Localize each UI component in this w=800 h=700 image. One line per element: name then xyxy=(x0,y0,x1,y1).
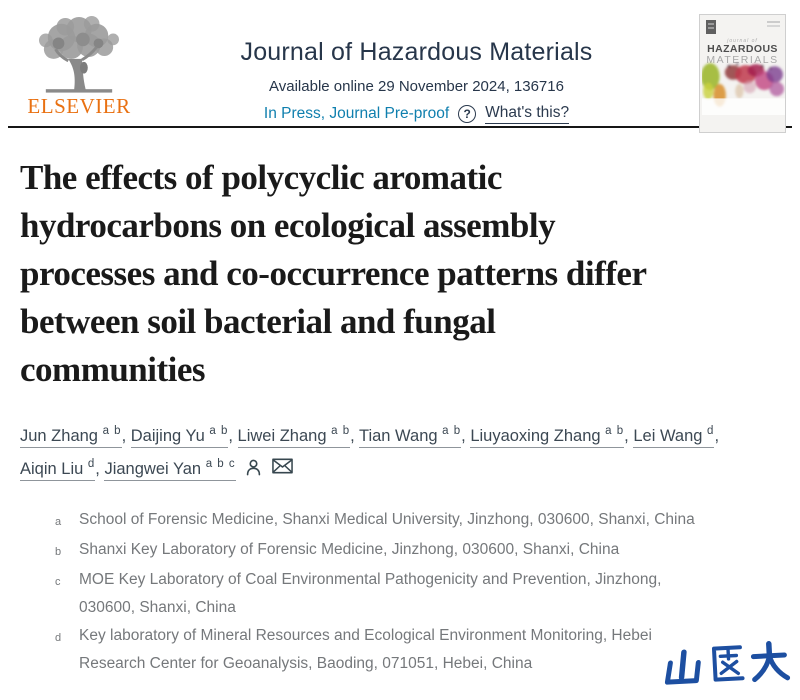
journal-title-link[interactable]: Journal of Hazardous Materials xyxy=(240,38,593,66)
author-affiliation-sup: d xyxy=(87,458,96,470)
author-name: Tian Wang xyxy=(358,427,438,445)
elsevier-wordmark: ELSEVIER xyxy=(27,94,131,118)
author-link[interactable]: Daijing Yu a b xyxy=(130,425,229,448)
cover-watercolor-world-map xyxy=(702,63,785,115)
corresponding-author-icons xyxy=(244,458,293,477)
author-name: Liuyaoxing Zhang xyxy=(470,427,601,445)
article-title-line: processes and co-occurrence patterns dif… xyxy=(20,254,647,293)
affiliation-row: c MOE Key Laboratory of Coal Environmenta… xyxy=(55,566,780,622)
author-list: Jun Zhang a b, Daijing Yu a b, Liwei Zha… xyxy=(20,420,780,486)
affiliation-text-line: Research Center for Geoanalysis, Baoding… xyxy=(79,655,533,672)
cover-title-materials: MATERIALS xyxy=(706,54,779,66)
article-title: The effects of polycyclic aromatic hydroc… xyxy=(20,154,780,394)
envelope-icon[interactable] xyxy=(271,458,293,474)
author-affiliation-sup: a b xyxy=(209,425,229,437)
author-separator: , xyxy=(228,427,238,445)
author-affiliation-sup: a b xyxy=(102,425,122,437)
affiliation-list: a School of Forensic Medicine, Shanxi Med… xyxy=(55,506,780,678)
author-link[interactable]: Jun Zhang a b xyxy=(20,425,122,448)
author-separator: , xyxy=(350,427,359,445)
author-separator: , xyxy=(461,427,471,445)
journal-header-info: Journal of Hazardous Materials Available… xyxy=(140,14,693,124)
journal-cover-thumbnail[interactable]: journal of HAZARDOUS MATERIALS xyxy=(699,14,786,133)
article-title-line: hydrocarbons on ecological assembly xyxy=(20,206,556,245)
affiliation-text: Key laboratory of Mineral Resources and … xyxy=(79,622,780,678)
affiliation-label: d xyxy=(55,632,62,644)
author-affiliation-sup: a b xyxy=(442,425,462,437)
author-link[interactable]: Jiangwei Yan a b c xyxy=(104,458,236,481)
author-name: Jun Zhang xyxy=(20,427,98,445)
affiliation-text-line: School of Forensic Medicine, Shanxi Medi… xyxy=(79,511,695,528)
affiliation-text: MOE Key Laboratory of Coal Environmental… xyxy=(79,566,780,622)
cover-volume-text-placeholder xyxy=(767,21,780,23)
author-separator: , xyxy=(95,460,105,478)
author-separator: , xyxy=(714,427,720,445)
elsevier-tree-icon xyxy=(39,16,119,93)
affiliation-label: a xyxy=(55,516,62,528)
header-divider xyxy=(8,126,792,128)
author-name: Jiangwei Yan xyxy=(104,460,202,478)
article-title-line: The effects of polycyclic aromatic xyxy=(20,158,502,197)
author-name: Lei Wang xyxy=(633,427,703,445)
watermark-shanyida xyxy=(664,641,791,685)
author-separator: , xyxy=(624,427,634,445)
author-affiliation-sup: a b xyxy=(331,425,351,437)
article-title-line: between soil bacterial and fungal xyxy=(20,302,496,341)
question-circle-icon[interactable]: ? xyxy=(458,105,477,123)
affiliation-text: Shanxi Key Laboratory of Forensic Medici… xyxy=(79,536,780,566)
author-affiliation-sup: d xyxy=(707,425,715,437)
in-press-link[interactable]: In Press, Journal Pre-proof xyxy=(263,105,450,122)
affiliation-text: School of Forensic Medicine, Shanxi Medi… xyxy=(79,506,780,536)
affiliation-label: c xyxy=(55,576,61,588)
author-separator: , xyxy=(121,427,131,445)
affiliation-row: b Shanxi Key Laboratory of Forensic Medic… xyxy=(55,536,780,566)
affiliation-text-line: Shanxi Key Laboratory of Forensic Medici… xyxy=(79,541,620,558)
author-link[interactable]: Aiqin Liu d xyxy=(20,458,96,481)
author-name: Daijing Yu xyxy=(130,427,205,445)
author-affiliation-sup: a b xyxy=(605,425,625,437)
affiliation-row: a School of Forensic Medicine, Shanxi Med… xyxy=(55,506,780,536)
author-name: Liwei Zhang xyxy=(237,427,327,445)
authors-line-1: Jun Zhang a b, Daijing Yu a b, Liwei Zha… xyxy=(20,420,780,453)
article-title-line: communities xyxy=(20,350,206,389)
affiliation-text-line: MOE Key Laboratory of Coal Environmental… xyxy=(79,571,662,588)
cover-kicker-text: journal of xyxy=(727,38,758,44)
elsevier-logo[interactable]: ELSEVIER xyxy=(18,14,140,119)
affiliation-text-line: Key laboratory of Mineral Resources and … xyxy=(79,627,652,644)
author-affiliation-sup: a b c xyxy=(205,458,236,470)
whats-this-link[interactable]: What's this? xyxy=(485,104,570,124)
status-links-row: In Press, Journal Pre-proof ? What's thi… xyxy=(140,104,693,124)
available-online-text: Available online 29 November 2024, 13671… xyxy=(269,78,564,95)
person-icon[interactable] xyxy=(244,458,263,477)
affiliation-row: d Key laboratory of Mineral Resources and… xyxy=(55,622,780,678)
cover-elsevier-mini-logo-icon xyxy=(706,20,716,34)
author-link[interactable]: Tian Wang a b xyxy=(358,425,462,448)
cover-title-hazardous: HAZARDOUS xyxy=(707,43,778,55)
authors-line-2: Aiqin Liu d, Jiangwei Yan a b c xyxy=(20,453,780,486)
affiliation-label: b xyxy=(55,546,62,558)
affiliation-text-line: 030600, Shanxi, China xyxy=(79,599,236,616)
author-link[interactable]: Lei Wang d xyxy=(633,425,715,448)
author-link[interactable]: Liwei Zhang a b xyxy=(237,425,351,448)
author-name: Aiqin Liu xyxy=(20,460,84,478)
page-header: ELSEVIER Journal of Hazardous Materials … xyxy=(0,0,800,133)
author-link[interactable]: Liuyaoxing Zhang a b xyxy=(470,425,625,448)
